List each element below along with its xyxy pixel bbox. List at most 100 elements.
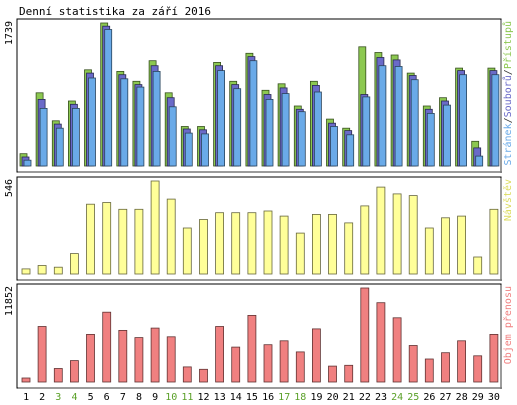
traffic-panel-day-21 [344,364,354,383]
visits-panel-frame [16,176,502,281]
traffic-panel-day-7 [118,329,128,383]
x-tick-label: 11 [181,392,193,403]
hits-panel-max-label: 1739 [4,21,15,45]
x-tick-label: 19 [310,392,322,403]
x-tick-label: 16 [262,392,274,403]
bar-Stránek [362,96,371,167]
hits-panel-day-20 [326,118,338,167]
visits-panel-day-26 [424,227,434,275]
bar-Návštěv [231,212,241,275]
x-tick-label: 10 [165,392,177,403]
x-tick-label: 24 [391,392,403,403]
bar-Návštěv [376,186,386,275]
visits-panel-day-5 [86,203,95,275]
bar-Návštěv [166,198,176,275]
hits-panel-day-5 [84,69,96,167]
traffic-panel-day-23 [376,302,386,383]
visits-panel: 546 Návštěv [4,176,514,281]
bar-Návštěv [215,212,225,275]
x-tick-label: 1 [23,392,29,403]
hits-panel-day-6 [100,22,113,167]
hits-panel-day-12 [197,126,209,167]
bar-Objem přenosu [279,340,289,383]
hits-panel-day-17 [277,83,290,167]
bar-Objem přenosu [376,302,386,383]
x-tick-label: 3 [55,392,61,403]
bar-Stránek [346,134,355,167]
bar-Stránek [281,93,290,167]
visits-panel-day-2 [37,265,47,275]
x-tick-label: 5 [88,392,94,403]
visits-panel-day-18 [295,232,305,275]
hits-panel-legend: Stránek/Souborů/Přístupů [502,21,514,166]
bar-Návštěv [247,212,257,275]
bar-Stránek [410,79,419,167]
bar-Návštěv [360,205,370,275]
traffic-panel-day-6 [102,311,112,383]
visits-panel-day-25 [408,195,418,275]
bar-Objem přenosu [134,337,144,383]
x-tick-label: 20 [327,392,339,403]
bar-Objem přenosu [247,314,257,383]
hits-panel-legend-entry: Přístupů [502,21,514,69]
bar-Návštěv [37,265,47,275]
x-tick-label: 12 [197,392,209,403]
x-tick-label: 26 [423,392,435,403]
x-tick-label: 7 [120,392,126,403]
bar-Objem přenosu [311,328,321,383]
bar-Stránek [152,71,161,167]
x-tick-label: 17 [278,392,290,403]
bar-Objem přenosu [199,368,208,383]
x-tick-label: 23 [375,392,387,403]
hits-panel-day-25 [406,72,419,167]
bar-Stránek [394,66,403,167]
bar-Objem přenosu [118,329,128,383]
bar-Návštěv [199,219,208,275]
visits-panel-day-16 [263,210,273,275]
x-tick-label: 2 [39,392,45,403]
bar-Stránek [201,133,209,167]
traffic-panel-day-1 [21,377,31,383]
hits-panel-day-7 [116,71,129,167]
bar-Objem přenosu [457,340,467,383]
hits-panel-day-30 [487,67,500,167]
bar-Návštěv [150,180,160,275]
visits-panel-day-24 [392,193,402,275]
visits-panel-day-15 [247,212,257,275]
bar-Návštěv [295,232,305,275]
hits-panel-day-19 [309,80,322,167]
visits-panel-day-13 [215,212,225,275]
visits-panel-day-1 [21,268,31,275]
traffic-panel-day-19 [311,328,321,383]
bar-Objem přenosu [70,360,79,383]
hits-panel-legend-entry: / [503,69,514,75]
bar-Objem přenosu [344,364,354,383]
hits-panel-day-10 [164,92,177,167]
hits-panel-day-21 [342,127,355,167]
visits-panel-day-4 [70,253,79,275]
bar-Objem přenosu [150,327,160,383]
bar-Stránek [426,113,435,167]
hits-panel-day-18 [293,105,306,167]
bar-Stránek [104,29,113,167]
traffic-panel-day-25 [408,345,418,383]
traffic-panel-day-24 [392,317,402,383]
traffic-panel-day-10 [166,336,176,383]
bar-Objem přenosu [360,287,370,383]
x-tick-label: 18 [294,392,306,403]
x-tick-label: 30 [488,392,500,403]
bar-Návštěv [408,195,418,275]
traffic-panel-day-8 [134,337,144,383]
visits-panel-day-21 [344,222,354,275]
traffic-panel-day-17 [279,340,289,383]
traffic-panel-day-14 [231,346,241,383]
bar-Návštěv [134,208,144,275]
bar-Stránek [443,104,451,167]
hits-panel-day-8 [132,80,145,167]
bar-Objem přenosu [424,358,434,383]
hits-panel-day-4 [68,100,80,167]
traffic-panel-legend: Objem přenosu [502,286,514,364]
bar-Objem přenosu [392,317,402,383]
hits-panel-day-26 [422,105,435,167]
